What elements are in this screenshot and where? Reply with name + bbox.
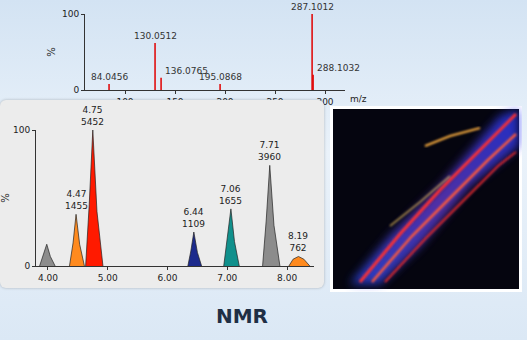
svg-text:287.1012: 287.1012: [291, 2, 334, 12]
svg-text:%: %: [0, 193, 11, 203]
svg-text:m/z: m/z: [350, 94, 367, 104]
svg-text:4.755452: 4.755452: [81, 105, 104, 127]
svg-text:195.0868: 195.0868: [199, 72, 242, 82]
svg-text:136.0765: 136.0765: [165, 66, 208, 76]
svg-text:6.441109: 6.441109: [182, 207, 205, 229]
svg-text:0: 0: [73, 85, 79, 95]
svg-text:100: 100: [13, 125, 30, 135]
svg-text:100: 100: [62, 9, 79, 19]
svg-text:8.19762: 8.19762: [288, 231, 308, 253]
svg-text:6.00: 6.00: [158, 273, 178, 283]
svg-text:130.0512: 130.0512: [134, 31, 177, 41]
svg-text:300: 300: [316, 96, 334, 107]
svg-text:288.1032: 288.1032: [317, 63, 360, 73]
svg-text:7.713960: 7.713960: [258, 140, 281, 162]
svg-text:84.0456: 84.0456: [91, 72, 128, 82]
svg-text:5.00: 5.00: [98, 273, 118, 283]
svg-text:%: %: [46, 47, 57, 57]
svg-text:0: 0: [24, 261, 30, 271]
html-text:NMR: NMR: [216, 304, 268, 328]
svg-text:8.00: 8.00: [277, 273, 297, 283]
svg-text:7.00: 7.00: [217, 273, 237, 283]
svg-text:4.471455: 4.471455: [65, 189, 88, 211]
svg-text:7.061655: 7.061655: [219, 184, 242, 206]
svg-text:4.00: 4.00: [38, 273, 58, 283]
